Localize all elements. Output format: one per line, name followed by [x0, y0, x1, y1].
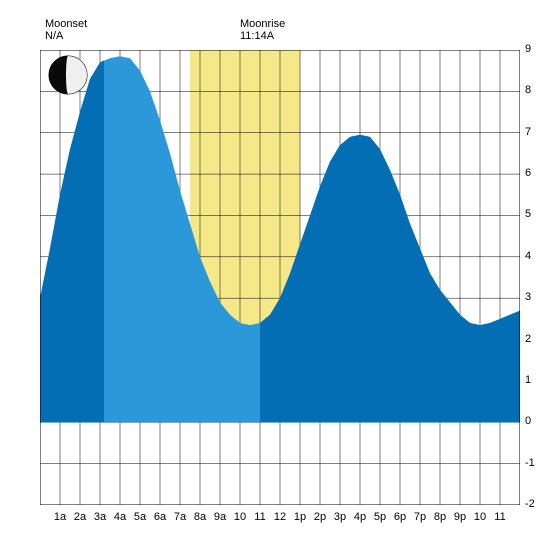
x-tick-label: 11 — [490, 511, 510, 523]
x-tick-label: 2a — [70, 511, 90, 523]
moonset-label: Moonset N/A — [45, 18, 87, 42]
moonrise-value: 11:14A — [240, 30, 274, 42]
x-tick-label: 10 — [230, 511, 250, 523]
moonrise-label: Moonrise 11:14A — [240, 18, 285, 42]
y-tick-label: 4 — [525, 250, 545, 262]
tide-chart — [40, 50, 520, 505]
x-tick-label: 9p — [450, 511, 470, 523]
y-tick-label: -2 — [525, 498, 545, 510]
x-tick-label: 3p — [330, 511, 350, 523]
y-tick-label: 3 — [525, 291, 545, 303]
x-tick-label: 8p — [430, 511, 450, 523]
x-tick-label: 7a — [170, 511, 190, 523]
x-tick-label: 8a — [190, 511, 210, 523]
tide-chart-container: Moonset N/A Moonrise 11:14A -2-101234567… — [0, 0, 550, 550]
x-tick-label: 6p — [390, 511, 410, 523]
x-tick-label: 5p — [370, 511, 390, 523]
y-tick-label: 6 — [525, 167, 545, 179]
moon-phase-icon — [48, 55, 88, 95]
x-tick-label: 2p — [310, 511, 330, 523]
y-tick-label: 9 — [525, 43, 545, 55]
moonrise-title: Moonrise — [240, 18, 285, 30]
y-tick-label: 8 — [525, 84, 545, 96]
y-tick-label: 7 — [525, 126, 545, 138]
y-tick-label: 1 — [525, 374, 545, 386]
moonset-title: Moonset — [45, 18, 87, 30]
y-tick-label: 5 — [525, 208, 545, 220]
x-tick-label: 1a — [50, 511, 70, 523]
y-tick-label: 0 — [525, 415, 545, 427]
x-tick-label: 7p — [410, 511, 430, 523]
x-tick-label: 6a — [150, 511, 170, 523]
x-tick-label: 4p — [350, 511, 370, 523]
x-tick-label: 12 — [270, 511, 290, 523]
y-tick-label: 2 — [525, 333, 545, 345]
y-tick-label: -1 — [525, 457, 545, 469]
x-tick-label: 11 — [250, 511, 270, 523]
x-tick-label: 10 — [470, 511, 490, 523]
moonset-value: N/A — [45, 30, 63, 42]
x-tick-label: 1p — [290, 511, 310, 523]
x-tick-label: 4a — [110, 511, 130, 523]
x-tick-label: 3a — [90, 511, 110, 523]
x-tick-label: 5a — [130, 511, 150, 523]
x-tick-label: 9a — [210, 511, 230, 523]
